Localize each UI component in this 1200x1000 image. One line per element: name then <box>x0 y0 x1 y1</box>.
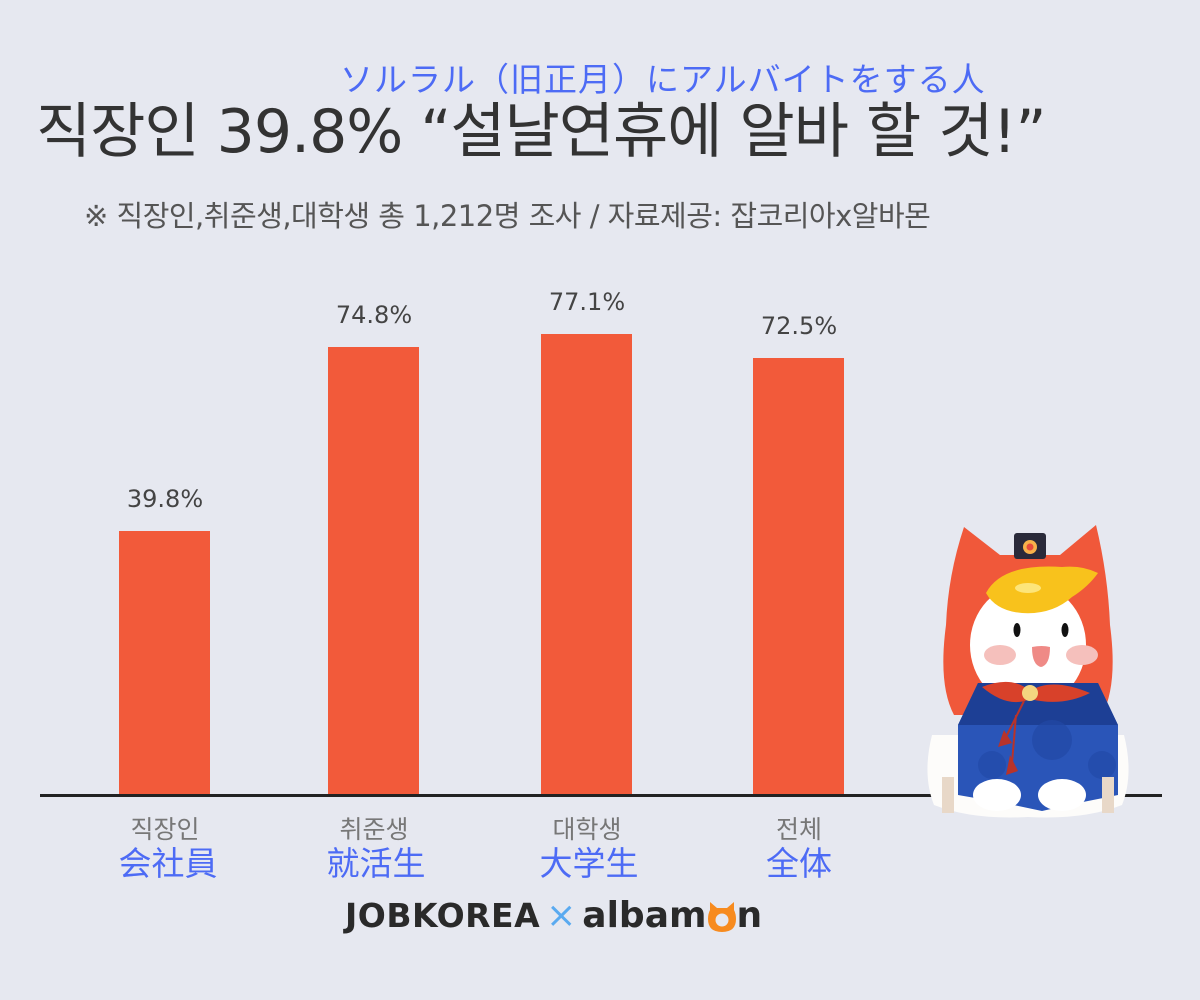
bar-college-students <box>541 334 632 795</box>
albamon-prefix: albam <box>582 894 707 936</box>
category-label-jp: 全体 <box>766 844 832 883</box>
cross-separator-icon: × <box>546 894 577 936</box>
japanese-annotation: ソルラル（旧正月）にアルバイトをする人 <box>340 60 986 99</box>
bar-value-label: 77.1% <box>548 288 626 316</box>
cat-o-icon <box>707 896 737 934</box>
chart-subtitle: ※ 직장인,취준생,대학생 총 1,212명 조사 / 자료제공: 잡코리아x알… <box>84 199 931 233</box>
albamon-suffix: n <box>736 894 763 936</box>
category-label-ko: 전체 <box>775 815 822 844</box>
category-label-jp: 会社員 <box>118 844 218 883</box>
category-label-ko: 직장인 <box>130 815 200 844</box>
albamon-wordmark: albam n <box>582 895 762 936</box>
bar-office-workers <box>119 531 210 795</box>
chart-title: 직장인 39.8% “설날연휴에 알바 할 것!” <box>36 97 1047 167</box>
bar-value-label: 72.5% <box>760 312 838 340</box>
bar-job-seekers <box>328 347 419 795</box>
category-label-ko: 대학생 <box>552 815 622 844</box>
jobkorea-wordmark: JOBKOREA <box>345 895 541 935</box>
category-label-jp: 就活生 <box>326 844 426 883</box>
category-label-jp: 大学生 <box>539 844 639 883</box>
bar-total <box>753 358 844 795</box>
jobkorea-albamon-logo: JOBKOREA × albam n <box>345 890 762 940</box>
bar-value-label: 39.8% <box>126 485 204 513</box>
bar-value-label: 74.8% <box>335 301 413 329</box>
x-axis-line <box>40 794 1162 797</box>
category-label-ko: 취준생 <box>339 815 409 844</box>
albamon-cat-mascot <box>912 515 1144 820</box>
